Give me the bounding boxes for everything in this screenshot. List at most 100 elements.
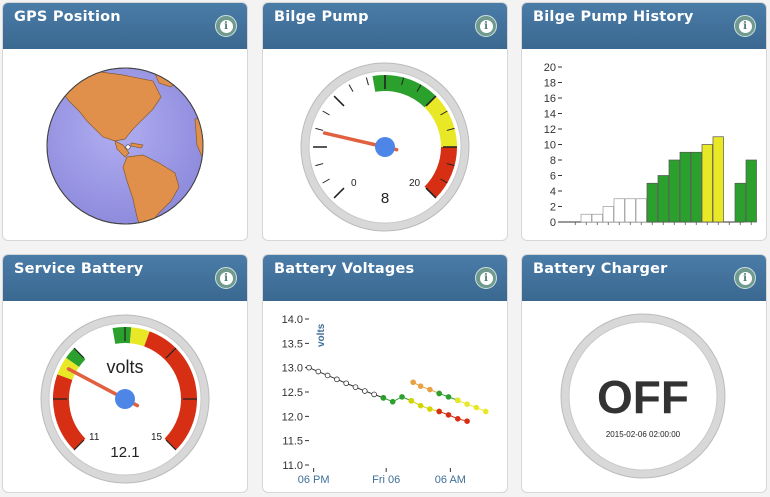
chart-point bbox=[445, 394, 452, 400]
gauge-min-label: 0 bbox=[351, 178, 357, 189]
gauge-band-green bbox=[112, 327, 132, 344]
card-title: Battery Charger bbox=[533, 261, 668, 277]
card-header: GPS Position i bbox=[3, 3, 247, 49]
battery-voltages-card: Battery Voltages i 14.0 13.5 13.0 12.5 12.0 1… bbox=[262, 254, 508, 493]
chart-point bbox=[436, 408, 443, 415]
chart-point bbox=[380, 395, 387, 401]
charger-state: OFF bbox=[597, 371, 689, 423]
chart-y-tick-label: 0 bbox=[550, 217, 556, 229]
info-icon[interactable]: i bbox=[734, 267, 756, 289]
chart-point bbox=[408, 397, 415, 404]
chart-bar bbox=[668, 159, 680, 223]
chart-point bbox=[324, 372, 331, 379]
chart-point bbox=[417, 383, 424, 389]
chart-x-tick-label: 06 PM bbox=[298, 474, 330, 486]
gauge-band-red bbox=[143, 331, 197, 450]
chart-point bbox=[464, 401, 470, 407]
chart-bar bbox=[624, 198, 636, 223]
chart-y-tick-label: 20 bbox=[544, 62, 556, 74]
gauge-band-yellow bbox=[424, 96, 457, 148]
chart-bar bbox=[690, 151, 702, 223]
chart-series-line bbox=[457, 399, 486, 412]
card-header: Service Battery i bbox=[3, 255, 247, 301]
chart-bar bbox=[591, 213, 603, 223]
gauge-tick bbox=[333, 187, 345, 199]
card-title: GPS Position bbox=[14, 9, 121, 25]
gauge-hub bbox=[115, 389, 135, 409]
info-icon[interactable]: i bbox=[475, 15, 497, 37]
info-icon[interactable]: i bbox=[734, 15, 756, 37]
chart-bar bbox=[679, 151, 691, 223]
chart-y-tick-label: 10 bbox=[544, 140, 556, 152]
chart-series-line bbox=[383, 396, 412, 403]
bilge-history-card: Bilge Pump History i 0 2 4 6 8 10 12 14 16 18 20 bbox=[521, 2, 767, 241]
gps-globe-view bbox=[3, 49, 247, 240]
gauge-tick bbox=[446, 127, 455, 131]
gauge-scale-bands bbox=[372, 75, 457, 198]
chart-y-tick-label: 14 bbox=[544, 109, 556, 121]
chart-series-line bbox=[439, 410, 468, 422]
gauge-value: 12.1 bbox=[110, 444, 139, 461]
chart-point bbox=[455, 415, 461, 422]
gauge-ticks bbox=[53, 327, 197, 451]
chart-series-line bbox=[412, 381, 440, 394]
gauge-tick bbox=[322, 178, 330, 184]
info-icon[interactable]: i bbox=[215, 267, 237, 289]
gauge-max-label: 15 bbox=[151, 432, 163, 443]
chart-point bbox=[445, 412, 452, 418]
chart-y-tick-label: 8 bbox=[550, 155, 556, 167]
chart-y-tick-label: 12 bbox=[544, 124, 556, 136]
gauge-tick bbox=[425, 187, 437, 199]
chart-point bbox=[362, 388, 368, 394]
gauge-tick bbox=[165, 347, 177, 359]
card-title: Battery Voltages bbox=[274, 261, 415, 277]
chart-point bbox=[389, 398, 396, 405]
chart-series bbox=[306, 364, 489, 424]
chart-point bbox=[473, 404, 480, 411]
card-header: Battery Voltages i bbox=[263, 255, 507, 301]
chart-y-tick-label: 16 bbox=[544, 93, 556, 105]
card-header: Bilge Pump History i bbox=[522, 3, 766, 49]
chart-series-line bbox=[411, 400, 440, 412]
charger-status: OFF 2015-02-06 02:00:00 bbox=[522, 301, 766, 492]
gauge-band-red bbox=[53, 374, 86, 450]
gauge-tick bbox=[73, 439, 85, 451]
gauge-band-green bbox=[372, 75, 436, 108]
chart-point bbox=[482, 408, 489, 415]
chart-bar bbox=[701, 144, 713, 223]
bilge-pump-card: Bilge Pump i 0 20 8 bbox=[262, 2, 508, 241]
chart-bar bbox=[712, 136, 724, 223]
chart-y-tick-label: 11.5 bbox=[282, 436, 303, 448]
chart-bar bbox=[580, 213, 592, 223]
gauge-tick bbox=[322, 110, 330, 116]
chart-y-label: volts bbox=[316, 323, 327, 347]
chart-y-tick-label: 4 bbox=[550, 186, 556, 198]
chart-point bbox=[334, 376, 340, 383]
chart-axes: 14.0 13.5 13.0 12.5 12.0 11.5 11.0 06 PM Fri 06 0… bbox=[282, 314, 466, 486]
gauge-tick bbox=[348, 84, 354, 92]
gauge-band-red bbox=[424, 146, 457, 198]
chart-point bbox=[343, 380, 349, 387]
gauge-tick bbox=[401, 77, 405, 86]
battery-gauge: volts 11 15 12.1 bbox=[3, 301, 247, 492]
chart-point bbox=[427, 386, 433, 393]
gauge-band-green bbox=[66, 348, 86, 368]
chart-point bbox=[306, 364, 312, 371]
gps-position-card: GPS Position i bbox=[2, 2, 248, 241]
bilge-gauge: 0 20 8 bbox=[263, 49, 507, 240]
card-title: Bilge Pump bbox=[274, 9, 369, 25]
chart-y-tick-label: 2 bbox=[550, 202, 556, 214]
gauge-tick bbox=[73, 347, 85, 359]
chart-y-tick-label: 14.0 bbox=[282, 314, 303, 326]
globe-land bbox=[60, 68, 203, 224]
info-icon[interactable]: i bbox=[475, 267, 497, 289]
info-icon[interactable]: i bbox=[215, 15, 237, 37]
gps-position-marker bbox=[125, 144, 131, 150]
chart-x-tick-label: 06 AM bbox=[435, 474, 466, 486]
gauge-tick bbox=[446, 163, 455, 167]
chart-point bbox=[464, 418, 470, 424]
chart-y-tick-label: 6 bbox=[550, 171, 556, 183]
chart-bars bbox=[580, 136, 757, 223]
gauge-tick bbox=[333, 95, 345, 107]
chart-bar bbox=[613, 198, 625, 223]
